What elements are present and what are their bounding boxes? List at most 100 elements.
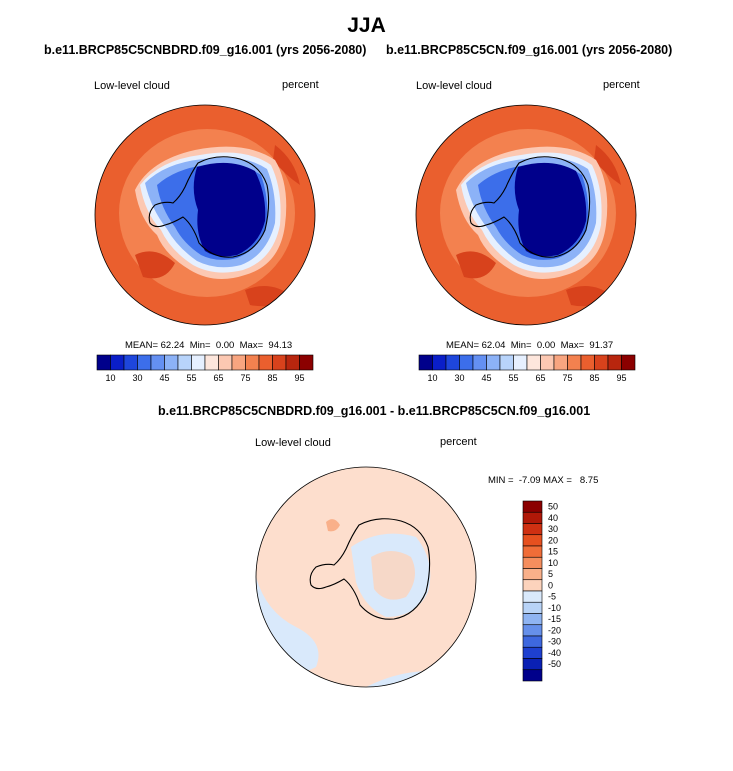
colorbar-tick-label: -30: [548, 637, 561, 647]
colorbar-tick-label: 85: [267, 373, 277, 383]
panel-1-min: 0.00: [215, 340, 235, 351]
colorbar-tick-label: 75: [562, 373, 572, 383]
colorbar-tick-label: -20: [548, 625, 561, 635]
colorbar-swatch: [445, 354, 460, 371]
colorbar-swatch: [522, 579, 543, 592]
colorbar-swatch: [137, 354, 152, 371]
panel-2-mean: 62.04: [481, 340, 506, 351]
colorbar-swatch: [177, 354, 192, 371]
colorbar-swatch: [459, 354, 474, 371]
panel-3-variable-label: Low-level cloud: [255, 437, 331, 449]
colorbar-swatch: [522, 511, 543, 524]
panel-2-variable-label: Low-level cloud: [416, 80, 492, 92]
panel-3-units-label: percent: [440, 436, 477, 448]
panel-2-max: 91.37: [589, 340, 614, 351]
panel-1-colorbar: 10 30 45 55 65 75 85 95: [96, 354, 314, 383]
panel-1-mean: 62.24: [160, 340, 185, 351]
colorbar-tick-label: 50: [548, 502, 558, 512]
colorbar-tick-label: 20: [548, 535, 558, 545]
diff-field-positive-patch: [326, 519, 340, 532]
panel-3-stats: MIN = -7.09 MAX = 8.75: [488, 475, 599, 486]
colorbar-swatch: [522, 669, 543, 682]
panel-3-polar-map: [255, 466, 477, 688]
colorbar-swatch: [522, 646, 543, 659]
colorbar-swatch: [522, 568, 543, 581]
colorbar-swatch: [522, 590, 543, 603]
colorbar-tick-label: 65: [535, 373, 545, 383]
colorbar-tick-label: 45: [159, 373, 169, 383]
panel-2-title: b.e11.BRCP85C5CN.f09_g16.001 (yrs 2056-2…: [386, 43, 673, 57]
colorbar-swatch: [285, 354, 300, 371]
colorbar-tick-label: 65: [213, 373, 223, 383]
panel-2-min: 0.00: [536, 340, 556, 351]
colorbar-swatch: [580, 354, 595, 371]
colorbar-tick-label: -50: [548, 659, 561, 669]
colorbar-swatch: [231, 354, 246, 371]
colorbar-tick-label: 10: [548, 558, 558, 568]
colorbar-swatch: [472, 354, 487, 371]
colorbar-tick-label: 10: [105, 373, 115, 383]
colorbar-swatch: [432, 354, 447, 371]
colorbar-swatch: [486, 354, 501, 371]
diff-field-negative: [371, 551, 415, 600]
colorbar-swatch: [164, 354, 179, 371]
colorbar-swatch: [513, 354, 528, 371]
panel-3-title: b.e11.BRCP85C5CNBDRD.f09_g16.001 - b.e11…: [158, 404, 591, 418]
colorbar-swatch: [594, 354, 609, 371]
colorbar-swatch: [522, 523, 543, 536]
colorbar-swatch: [522, 545, 543, 558]
colorbar-swatch: [272, 354, 287, 371]
colorbar-tick-label: 45: [481, 373, 491, 383]
ice-sheet-field: [193, 162, 266, 257]
colorbar-tick-label: 85: [589, 373, 599, 383]
colorbar-tick-label: -15: [548, 614, 561, 624]
figure-title: JJA: [347, 14, 386, 37]
antarctic-coastline: [469, 156, 591, 258]
colorbar-swatch: [540, 354, 555, 371]
colorbar-swatch: [150, 354, 165, 371]
colorbar-swatch: [191, 354, 206, 371]
antarctic-coastline: [309, 518, 431, 620]
colorbar-tick-label: 55: [186, 373, 196, 383]
colorbar-swatch: [522, 534, 543, 547]
colorbar-tick-label: 55: [508, 373, 518, 383]
colorbar-tick-label: 95: [294, 373, 304, 383]
colorbar-swatch: [299, 354, 314, 371]
colorbar-swatch: [499, 354, 514, 371]
storm-track-patch: [456, 251, 496, 279]
colorbar-swatch: [96, 354, 111, 371]
ice-sheet-field: [514, 162, 587, 257]
panel-1-polar-map: [94, 104, 316, 326]
colorbar-tick-label: 40: [548, 513, 558, 523]
panel-1-units-label: percent: [282, 79, 319, 91]
panel-1-title: b.e11.BRCP85C5CNBDRD.f09_g16.001 (yrs 20…: [44, 43, 367, 57]
colorbar-swatch: [245, 354, 260, 371]
colorbar-swatch: [218, 354, 233, 371]
storm-track-patch: [594, 145, 621, 185]
panel-2-polar-map: [415, 104, 637, 326]
colorbar-swatch: [123, 354, 138, 371]
panel-2-units-label: percent: [603, 79, 640, 91]
colorbar-tick-label: 95: [616, 373, 626, 383]
panel-2-stats: MEAN= 62.04 Min= 0.00 Max= 91.37: [446, 340, 614, 351]
antarctic-coastline: [148, 156, 270, 258]
colorbar-tick-label: 75: [240, 373, 250, 383]
colorbar-swatch: [567, 354, 582, 371]
colorbar-swatch: [621, 354, 636, 371]
colorbar-swatch: [522, 624, 543, 637]
colorbar-tick-label: 5: [548, 569, 553, 579]
colorbar-swatch: [258, 354, 273, 371]
storm-track-patch: [135, 251, 175, 279]
colorbar-swatch: [522, 658, 543, 671]
colorbar-tick-label: 30: [132, 373, 142, 383]
colorbar-tick-label: -10: [548, 603, 561, 613]
colorbar-tick-label: 30: [454, 373, 464, 383]
colorbar-swatch: [522, 635, 543, 648]
colorbar-swatch: [204, 354, 219, 371]
colorbar-tick-label: 0: [548, 580, 553, 590]
colorbar-swatch: [553, 354, 568, 371]
panel-2-colorbar: 10 30 45 55 65 75 85 95: [418, 354, 636, 383]
panel-1-variable-label: Low-level cloud: [94, 80, 170, 92]
colorbar-tick-label: 30: [548, 524, 558, 534]
